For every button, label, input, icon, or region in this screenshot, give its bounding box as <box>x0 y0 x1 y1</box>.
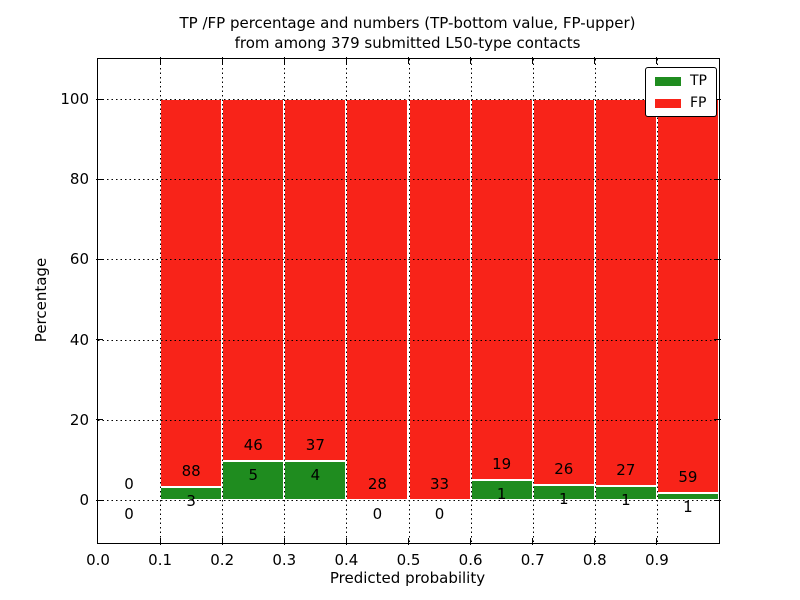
bar-segment-tp <box>656 493 719 500</box>
x-tick-label: 0.2 <box>210 551 235 569</box>
y-axis-label: Percentage <box>32 257 50 343</box>
chart-title-line2: from among 379 submitted L50-type contac… <box>234 34 581 52</box>
x-tick-label: 0.1 <box>148 551 173 569</box>
x-tick-label: 0.0 <box>86 551 110 569</box>
bars-layer <box>98 59 719 543</box>
bar-segment-tp <box>470 479 533 500</box>
x-tick-label: 0.4 <box>334 551 359 569</box>
chart-title-line1: TP /FP percentage and numbers (TP-bottom… <box>179 14 636 32</box>
x-tick-label: 0.6 <box>458 551 483 569</box>
plot-area: 0 0 88 3 46 5 37 4 28 0 33 0 19 1 26 1 27 1 59 1 0.0 0.1 0.2 0… <box>60 57 721 569</box>
y-tick-label: 80 <box>69 170 89 189</box>
legend-swatch-tp-icon <box>655 76 681 86</box>
legend-item-tp: TP <box>655 74 707 88</box>
y-tick-label: 0 <box>79 491 89 509</box>
bar-segment-fp <box>408 99 471 500</box>
y-tick-label: 20 <box>69 410 89 429</box>
bar-segment-tp <box>222 460 285 500</box>
x-tick-label: 0.5 <box>396 551 421 569</box>
bar-segment-fp <box>656 99 719 494</box>
x-tick-label: 0.7 <box>520 551 545 569</box>
y-tick-label: 100 <box>60 90 89 108</box>
bar-segment-tp <box>284 460 347 500</box>
x-tick-label: 0.3 <box>272 551 297 569</box>
x-tick-label: 0.9 <box>644 551 669 569</box>
bar-segment-fp <box>594 99 657 486</box>
y-tick-label: 40 <box>69 330 89 349</box>
x-tick-label: 0.8 <box>582 551 607 569</box>
legend-label-tp: TP <box>690 73 707 89</box>
bar-segment-tp <box>532 485 595 500</box>
bar-segment-fp <box>346 99 409 500</box>
legend-label-fp: FP <box>690 95 707 111</box>
bar-segment-fp <box>160 99 223 487</box>
bar-segment-fp <box>222 99 285 461</box>
bar-segment-tp <box>594 485 657 500</box>
y-tick-label: 60 <box>69 250 89 269</box>
bar-segment-fp <box>532 99 595 486</box>
legend-item-fp: FP <box>655 96 707 110</box>
bar-segment-fp <box>470 99 533 480</box>
legend: TP FP <box>645 67 717 117</box>
legend-swatch-fp-icon <box>655 98 681 108</box>
x-axis-label: Predicted probability <box>329 569 486 587</box>
chart-title: TP /FP percentage and numbers (TP-bottom… <box>97 13 718 53</box>
bar-segment-tp <box>160 486 223 500</box>
bar-segment-fp <box>284 99 347 461</box>
